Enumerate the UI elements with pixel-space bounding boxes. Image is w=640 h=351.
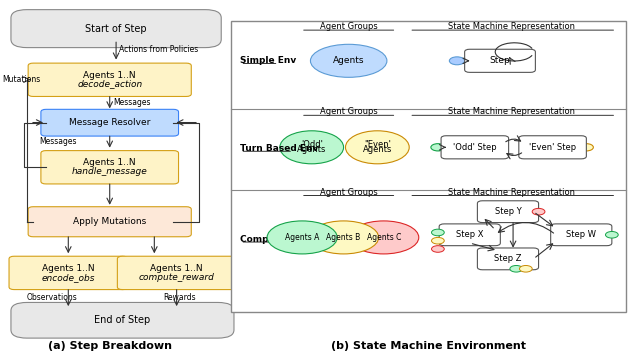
Ellipse shape xyxy=(280,131,344,164)
Circle shape xyxy=(449,57,465,65)
Text: 'Even' Step: 'Even' Step xyxy=(529,143,576,152)
Text: Agent Groups: Agent Groups xyxy=(320,107,378,117)
Text: Mutations: Mutations xyxy=(3,75,41,84)
Text: Agents 1..N: Agents 1..N xyxy=(83,159,136,167)
Text: Agents: Agents xyxy=(333,56,364,65)
Text: handle_message: handle_message xyxy=(72,167,148,176)
Text: decode_action: decode_action xyxy=(77,80,142,88)
Text: Complex Env: Complex Env xyxy=(241,234,305,244)
FancyBboxPatch shape xyxy=(465,49,536,72)
Text: Message Resolver: Message Resolver xyxy=(69,118,150,127)
Text: Agent Groups: Agent Groups xyxy=(320,22,378,31)
Circle shape xyxy=(605,231,618,238)
Circle shape xyxy=(532,208,545,215)
Ellipse shape xyxy=(310,44,387,77)
Text: Agents: Agents xyxy=(363,145,392,154)
Ellipse shape xyxy=(346,131,409,164)
Text: Rewards: Rewards xyxy=(163,292,196,302)
Text: Apply Mutations: Apply Mutations xyxy=(73,217,147,226)
Text: Step X: Step X xyxy=(456,230,483,239)
Text: Step Z: Step Z xyxy=(494,254,522,263)
Text: Agents 1..N: Agents 1..N xyxy=(150,264,203,273)
Text: Simple Env: Simple Env xyxy=(241,56,296,65)
Circle shape xyxy=(510,265,523,272)
Text: (a) Step Breakdown: (a) Step Breakdown xyxy=(48,342,172,351)
Text: Agents 1..N: Agents 1..N xyxy=(83,71,136,80)
Circle shape xyxy=(431,246,444,252)
FancyBboxPatch shape xyxy=(231,21,626,312)
Circle shape xyxy=(579,144,593,151)
Text: encode_obs: encode_obs xyxy=(42,273,95,282)
Text: Agents C: Agents C xyxy=(367,233,401,242)
FancyBboxPatch shape xyxy=(28,207,191,237)
Text: Agent Groups: Agent Groups xyxy=(320,188,378,197)
Text: Messages: Messages xyxy=(40,137,77,146)
Ellipse shape xyxy=(308,221,379,254)
Text: (b) State Machine Environment: (b) State Machine Environment xyxy=(331,342,526,351)
Text: Messages: Messages xyxy=(113,98,150,107)
Text: Agents: Agents xyxy=(297,145,326,154)
Text: Agents 1..N: Agents 1..N xyxy=(42,264,95,273)
Text: State Machine Representation: State Machine Representation xyxy=(447,22,575,31)
FancyBboxPatch shape xyxy=(11,303,234,338)
FancyBboxPatch shape xyxy=(441,136,509,159)
Text: Step Y: Step Y xyxy=(495,207,522,216)
FancyBboxPatch shape xyxy=(477,248,539,270)
FancyBboxPatch shape xyxy=(11,9,221,48)
Ellipse shape xyxy=(267,221,337,254)
Circle shape xyxy=(520,265,532,272)
FancyBboxPatch shape xyxy=(28,63,191,97)
FancyBboxPatch shape xyxy=(9,256,127,290)
FancyBboxPatch shape xyxy=(439,224,500,246)
Ellipse shape xyxy=(349,221,419,254)
Text: Agents A: Agents A xyxy=(285,233,319,242)
FancyBboxPatch shape xyxy=(519,136,586,159)
Text: State Machine Representation: State Machine Representation xyxy=(447,107,575,117)
FancyBboxPatch shape xyxy=(477,201,539,223)
Text: Step W: Step W xyxy=(566,230,596,239)
Circle shape xyxy=(431,229,444,236)
Text: End of Step: End of Step xyxy=(94,315,150,325)
FancyBboxPatch shape xyxy=(550,224,612,246)
Text: Agents B: Agents B xyxy=(326,233,361,242)
FancyBboxPatch shape xyxy=(117,256,236,290)
Text: "Even': "Even' xyxy=(364,140,391,150)
Text: Actions from Policies: Actions from Policies xyxy=(119,45,198,54)
Text: compute_reward: compute_reward xyxy=(139,273,214,282)
Text: Observations: Observations xyxy=(27,292,77,302)
Text: State Machine Representation: State Machine Representation xyxy=(447,188,575,197)
Text: Turn Based Env: Turn Based Env xyxy=(241,144,319,153)
Circle shape xyxy=(431,144,445,151)
FancyBboxPatch shape xyxy=(41,109,179,136)
Text: Start of Step: Start of Step xyxy=(85,24,147,34)
Text: 'Odd': 'Odd' xyxy=(301,140,323,150)
FancyBboxPatch shape xyxy=(41,151,179,184)
Circle shape xyxy=(431,237,444,244)
Text: 'Odd' Step: 'Odd' Step xyxy=(453,143,497,152)
Text: Step: Step xyxy=(490,56,510,65)
